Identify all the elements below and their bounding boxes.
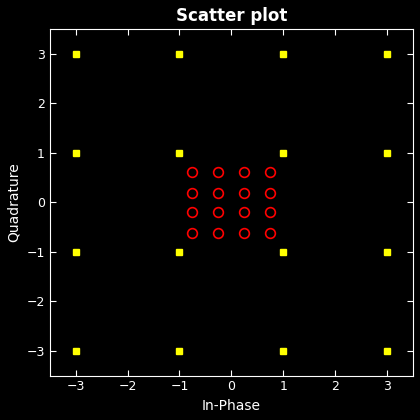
Channel 1 xyxy=(216,190,221,195)
Channel 1 xyxy=(242,190,247,195)
Channel 1 xyxy=(268,210,273,215)
Channel 1 xyxy=(242,169,247,174)
Channel 1 xyxy=(216,169,221,174)
Channel 1 xyxy=(268,169,273,174)
Line: Channel 1: Channel 1 xyxy=(188,167,275,238)
X-axis label: In-Phase: In-Phase xyxy=(202,399,261,413)
Title: Scatter plot: Scatter plot xyxy=(176,7,287,25)
Channel 1 xyxy=(190,231,195,236)
Channel 1 xyxy=(268,190,273,195)
Channel 1 xyxy=(190,210,195,215)
Channel 1 xyxy=(190,190,195,195)
Channel 1 xyxy=(242,231,247,236)
Y-axis label: Quadrature: Quadrature xyxy=(7,163,21,242)
Channel 1 xyxy=(190,169,195,174)
Channel 1 xyxy=(268,231,273,236)
Channel 1 xyxy=(216,231,221,236)
Channel 1 xyxy=(216,210,221,215)
Channel 1 xyxy=(242,210,247,215)
